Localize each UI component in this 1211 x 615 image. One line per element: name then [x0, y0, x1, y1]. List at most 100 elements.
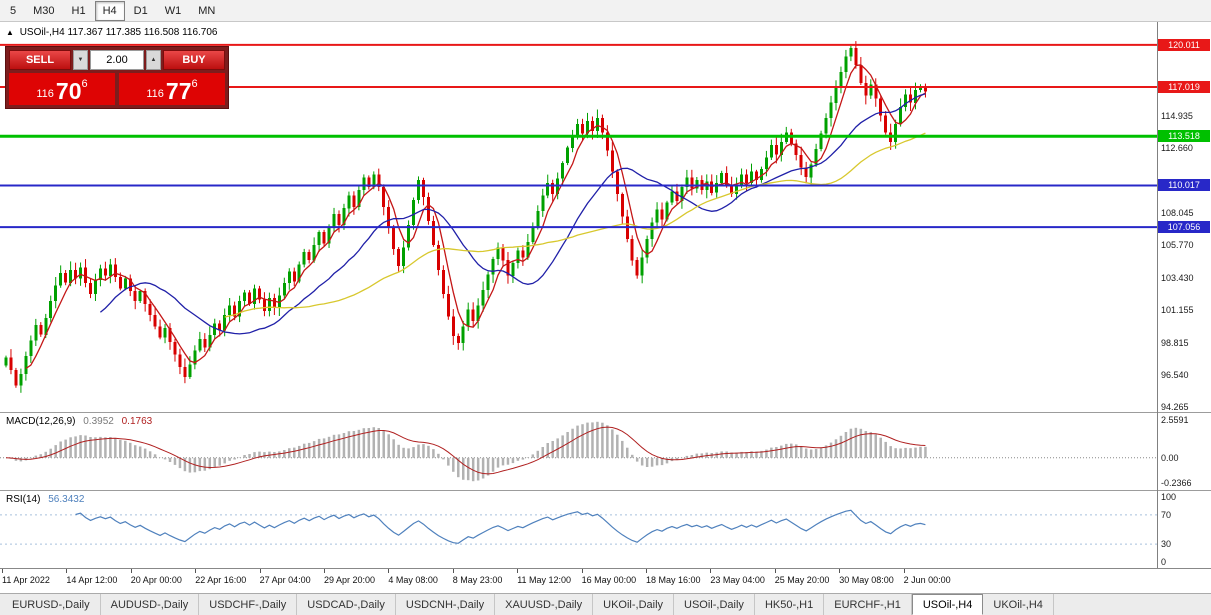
time-axis-tick: [581, 569, 583, 573]
moving-average-line: [99, 93, 926, 335]
time-axis-tick: [388, 569, 390, 573]
symbol-tab-ukoil-h4[interactable]: UKOil-,H4: [983, 594, 1054, 615]
timeframe-button-mn[interactable]: MN: [198, 4, 216, 17]
time-axis-tick: [2, 569, 3, 573]
chart-symbol-label: USOil-,H4: [19, 27, 65, 38]
moving-average-line: [224, 132, 926, 318]
price-axis-tick: 94.265: [1161, 402, 1189, 412]
time-axis-label: 27 Apr 04:00: [259, 575, 311, 585]
timeframe-button-m30[interactable]: M30: [33, 4, 55, 17]
ohlc-close: 116.706: [182, 27, 218, 38]
time-axis-label: 8 May 23:00: [452, 575, 503, 585]
timeframe-button-h4[interactable]: H4: [94, 0, 125, 21]
buy-button[interactable]: BUY: [163, 50, 225, 70]
time-axis-label: 30 May 08:00: [839, 575, 894, 585]
chart-ohlc-header: ▲ USOil-,H4 117.367 117.385 116.508 116.…: [6, 27, 217, 38]
ask-price-main: 77: [165, 78, 192, 104]
price-axis-tick: 108.045: [1161, 208, 1194, 219]
rsi-indicator-header: RSI(14) 56.3432: [6, 494, 84, 505]
symbol-tab-usoil-daily[interactable]: USOil-,Daily: [674, 594, 755, 615]
time-axis-label: 2 Jun 00:00: [903, 575, 951, 585]
one-click-trading-panel: SELL ▼ ▲ BUY 116 70 6 116 77 6: [5, 46, 229, 109]
timeframe-button-w1[interactable]: W1: [164, 4, 182, 17]
price-axis-tick: 112.660: [1161, 143, 1193, 154]
price-axis-tick: 101.155: [1161, 305, 1194, 316]
rsi-axis-label: 0: [1161, 557, 1167, 567]
symbol-tab-hk50-h1[interactable]: HK50-,H1: [755, 594, 825, 615]
symbol-tab-audusd-daily[interactable]: AUDUSD-,Daily: [101, 594, 200, 615]
price-level-tag: 107.056: [1158, 221, 1210, 234]
symbol-marker-icon: ▲: [6, 28, 14, 37]
time-axis-label: 20 Apr 00:00: [130, 575, 182, 585]
time-axis-tick: [646, 569, 647, 573]
bid-price-main: 70: [55, 78, 82, 104]
time-axis-tick: [903, 569, 905, 573]
sell-button[interactable]: SELL: [9, 50, 71, 70]
time-axis-tick: [259, 569, 261, 573]
rsi-label: RSI(14): [6, 494, 41, 505]
symbol-tab-usdcad-daily[interactable]: USDCAD-,Daily: [297, 594, 396, 615]
timeframe-button-5[interactable]: 5: [10, 4, 17, 17]
ask-price-sup: 6: [191, 78, 198, 90]
ask-price-prefix: 116: [146, 88, 164, 100]
symbol-tab-usdcnh-daily[interactable]: USDCNH-,Daily: [396, 594, 496, 615]
bid-price-prefix: 116: [36, 88, 54, 100]
time-axis-tick: [452, 569, 454, 573]
bid-price-display[interactable]: 116 70 6: [9, 73, 115, 105]
timeframe-button-d1[interactable]: D1: [133, 4, 148, 17]
time-axis-label: 11 May 12:00: [517, 575, 572, 585]
chart-area[interactable]: ▲ USOil-,H4 117.367 117.385 116.508 116.…: [0, 22, 1211, 568]
price-axis-tick: 114.935: [1161, 111, 1193, 122]
time-axis-label: 4 May 08:00: [388, 575, 438, 585]
symbol-tab-usdchf-daily[interactable]: USDCHF-,Daily: [199, 594, 298, 615]
rsi-axis-label: 100: [1161, 492, 1177, 502]
time-axis-tick: [195, 569, 197, 573]
rsi-line: [75, 509, 926, 544]
time-axis-label: 25 May 20:00: [774, 575, 830, 585]
price-level-tag: 110.017: [1158, 179, 1210, 192]
macd-main-value: 0.3952: [83, 416, 114, 427]
time-axis-label: 22 Apr 16:00: [195, 575, 247, 585]
time-axis-tick: [774, 569, 776, 573]
symbol-tab-xauusd-daily[interactable]: XAUUSD-,Daily: [495, 594, 594, 615]
time-axis: 11 Apr 2022 14 Apr 12:00 20 Apr 00:00 22 Ap…: [0, 568, 1211, 593]
price-level-tag: 117.019: [1158, 80, 1210, 93]
ohlc-high: 117.385: [105, 27, 142, 38]
ohlc-open: 117.367: [67, 27, 103, 38]
price-axis-tick: 103.430: [1161, 273, 1194, 284]
time-axis-label: 29 Apr 20:00: [324, 575, 376, 585]
time-axis-tick: [839, 569, 841, 573]
timeframe-button-h1[interactable]: H1: [71, 4, 86, 17]
time-axis-tick: [710, 569, 712, 573]
price-axis-tick: 105.770: [1161, 240, 1194, 251]
macd-axis-label: -0.2366: [1161, 478, 1192, 488]
price-axis-tick: 96.540: [1161, 370, 1189, 380]
ask-price-display[interactable]: 116 77 6: [119, 73, 225, 105]
price-chart-canvas[interactable]: [0, 22, 1211, 568]
time-axis-tick: [130, 569, 132, 573]
macd-signal-line: [5, 426, 926, 475]
symbol-tab-usoil-h4[interactable]: USOil-,H4: [911, 594, 984, 615]
rsi-axis-label: 30: [1161, 539, 1172, 550]
moving-average-line: [25, 64, 926, 370]
macd-signal-value: 0.1763: [121, 416, 153, 427]
time-axis-label: 18 May 16:00: [646, 575, 701, 585]
time-axis-label: 11 Apr 2022: [2, 575, 50, 585]
time-axis-label: 23 May 04:00: [710, 575, 765, 585]
rsi-value: 56.3432: [48, 494, 85, 505]
macd-axis-label: 0.00: [1161, 452, 1179, 463]
symbol-tab-eurchf-h1[interactable]: EURCHF-,H1: [824, 594, 912, 615]
rsi-axis-label: 70: [1161, 509, 1172, 520]
symbol-tab-bar: EURUSD-,Daily AUDUSD-,Daily USDCHF-,Daily U…: [0, 593, 1211, 615]
macd-label: MACD(12,26,9): [6, 416, 76, 427]
time-axis-tick: [517, 569, 519, 573]
price-axis-tick: 98.815: [1161, 338, 1189, 348]
volume-increase-button[interactable]: ▲: [146, 50, 161, 70]
volume-input[interactable]: [90, 50, 144, 70]
time-axis-label: 16 May 00:00: [581, 575, 637, 585]
symbol-tab-eurusd-daily[interactable]: EURUSD-,Daily: [2, 594, 101, 615]
volume-decrease-button[interactable]: ▼: [73, 50, 88, 70]
symbol-tab-ukoil-daily[interactable]: UKOil-,Daily: [593, 594, 675, 615]
macd-axis-label: 2.5591: [1161, 415, 1189, 425]
